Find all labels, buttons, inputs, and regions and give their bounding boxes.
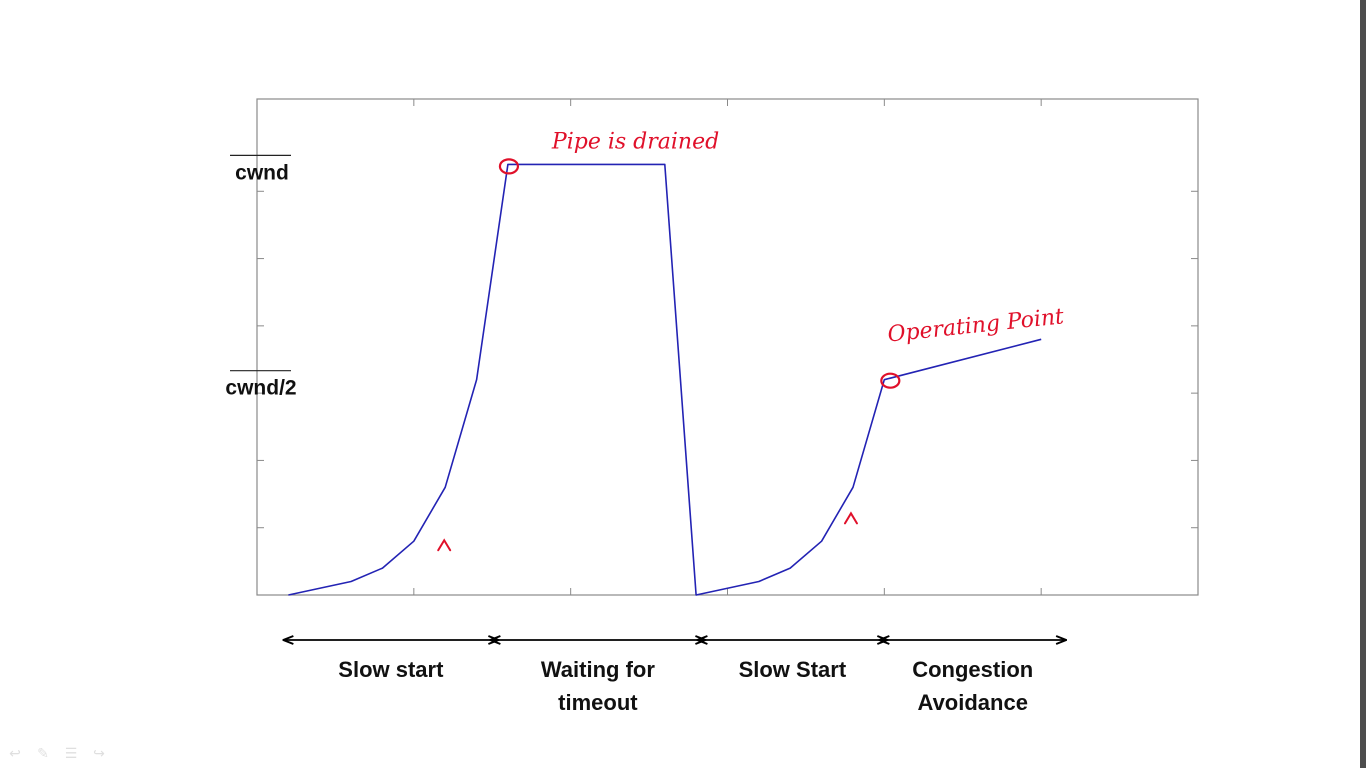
y-tick-label: cwnd bbox=[235, 161, 289, 184]
pen-icon[interactable]: ✎ bbox=[37, 745, 49, 761]
annotation-text: Operating Point bbox=[886, 304, 1065, 347]
forward-icon[interactable]: ↪ bbox=[93, 745, 105, 761]
phase-label: timeout bbox=[558, 690, 638, 715]
handwritten-circle bbox=[498, 158, 520, 175]
menu-icon[interactable]: ☰ bbox=[64, 745, 78, 761]
phase-label: Slow start bbox=[338, 657, 444, 682]
phase-label: Congestion bbox=[912, 657, 1033, 682]
slide-toolbar[interactable]: ↩ ✎ ☰ ↪ bbox=[6, 745, 108, 762]
back-icon[interactable]: ↩ bbox=[9, 745, 21, 761]
handwritten-circle bbox=[880, 372, 901, 389]
handwritten-caret bbox=[843, 511, 858, 525]
phase-label: Waiting for bbox=[541, 657, 655, 682]
phase-label: Slow Start bbox=[739, 657, 847, 682]
handwritten-caret bbox=[437, 538, 452, 552]
annotation-text: Pipe is drained bbox=[551, 129, 719, 154]
phase-label: Avoidance bbox=[918, 690, 1028, 715]
plot-frame bbox=[256, 98, 1199, 596]
cwnd-series-line bbox=[288, 163, 1042, 596]
window-edge bbox=[1360, 0, 1366, 768]
y-tick-label: cwnd/2 bbox=[225, 377, 296, 400]
